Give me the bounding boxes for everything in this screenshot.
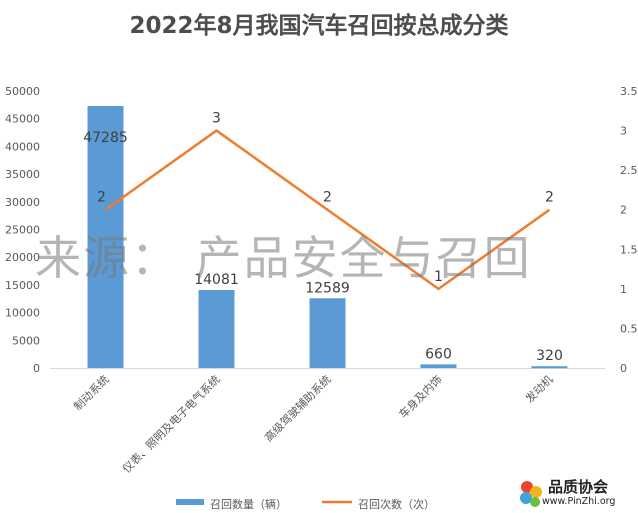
category-label: 高级驾驶辅助系统 xyxy=(261,372,333,444)
legend-bar-label: 召回数量（辆） xyxy=(210,497,287,511)
line-data-label: 3 xyxy=(212,111,221,127)
bar xyxy=(87,106,124,368)
legend-bar-swatch xyxy=(176,499,204,505)
y-right-tick-label: 2 xyxy=(620,204,627,217)
line-data-label: 2 xyxy=(97,190,106,206)
line-data-label: 1 xyxy=(434,269,443,285)
chart-title: 2022年8月我国汽车召回按总成分类 xyxy=(129,13,509,39)
y-left-tick-label: 40000 xyxy=(5,140,40,153)
y-left-tick-label: 0 xyxy=(33,362,40,375)
y-right-tick-label: 1.5 xyxy=(620,243,638,256)
line-series xyxy=(104,129,551,291)
logo-icon xyxy=(520,481,542,507)
bar xyxy=(420,364,457,368)
line-data-label: 2 xyxy=(323,190,332,206)
bar-data-label: 14081 xyxy=(194,272,239,288)
bar-data-label: 660 xyxy=(425,346,452,362)
watermark-text: 来源： 产品安全与召回 xyxy=(35,231,532,285)
y-right-tick-label: 2.5 xyxy=(620,164,638,177)
y-left-tick-label: 5000 xyxy=(12,334,40,347)
y-left-tick-label: 50000 xyxy=(5,85,40,98)
bar-data-label: 320 xyxy=(536,348,563,364)
y-left-tick-label: 35000 xyxy=(5,168,40,181)
logo-name: 品质协会 xyxy=(548,478,609,496)
category-label: 制动系统 xyxy=(71,373,111,413)
y-left-tick-label: 25000 xyxy=(5,224,40,237)
category-label: 发动机 xyxy=(522,372,555,405)
bar xyxy=(531,366,568,369)
bar xyxy=(309,298,346,368)
y-right-tick-label: 0.5 xyxy=(620,322,638,335)
y-right-tick-label: 3 xyxy=(620,125,627,138)
y-right-tick-label: 3.5 xyxy=(620,85,638,98)
bar-data-label: 47285 xyxy=(83,130,128,146)
y-right-tick-label: 0 xyxy=(620,362,627,375)
y-left-tick-label: 15000 xyxy=(5,279,40,292)
y-left-tick-label: 20000 xyxy=(5,251,40,264)
bar xyxy=(198,289,235,368)
line-data-label: 2 xyxy=(545,190,554,206)
y-left-tick-label: 30000 xyxy=(5,196,40,209)
logo-url: www.PinZhi.org xyxy=(542,496,616,507)
category-label: 车身及内饰 xyxy=(396,372,445,421)
bar-data-label: 12589 xyxy=(305,280,350,296)
category-label: 仪表、照明及电子电气系统 xyxy=(119,372,222,475)
y-left-tick-label: 45000 xyxy=(5,113,40,126)
y-right-tick-label: 1 xyxy=(620,283,627,296)
legend-line-label: 召回次数（次） xyxy=(358,497,435,511)
y-left-tick-label: 10000 xyxy=(5,307,40,320)
